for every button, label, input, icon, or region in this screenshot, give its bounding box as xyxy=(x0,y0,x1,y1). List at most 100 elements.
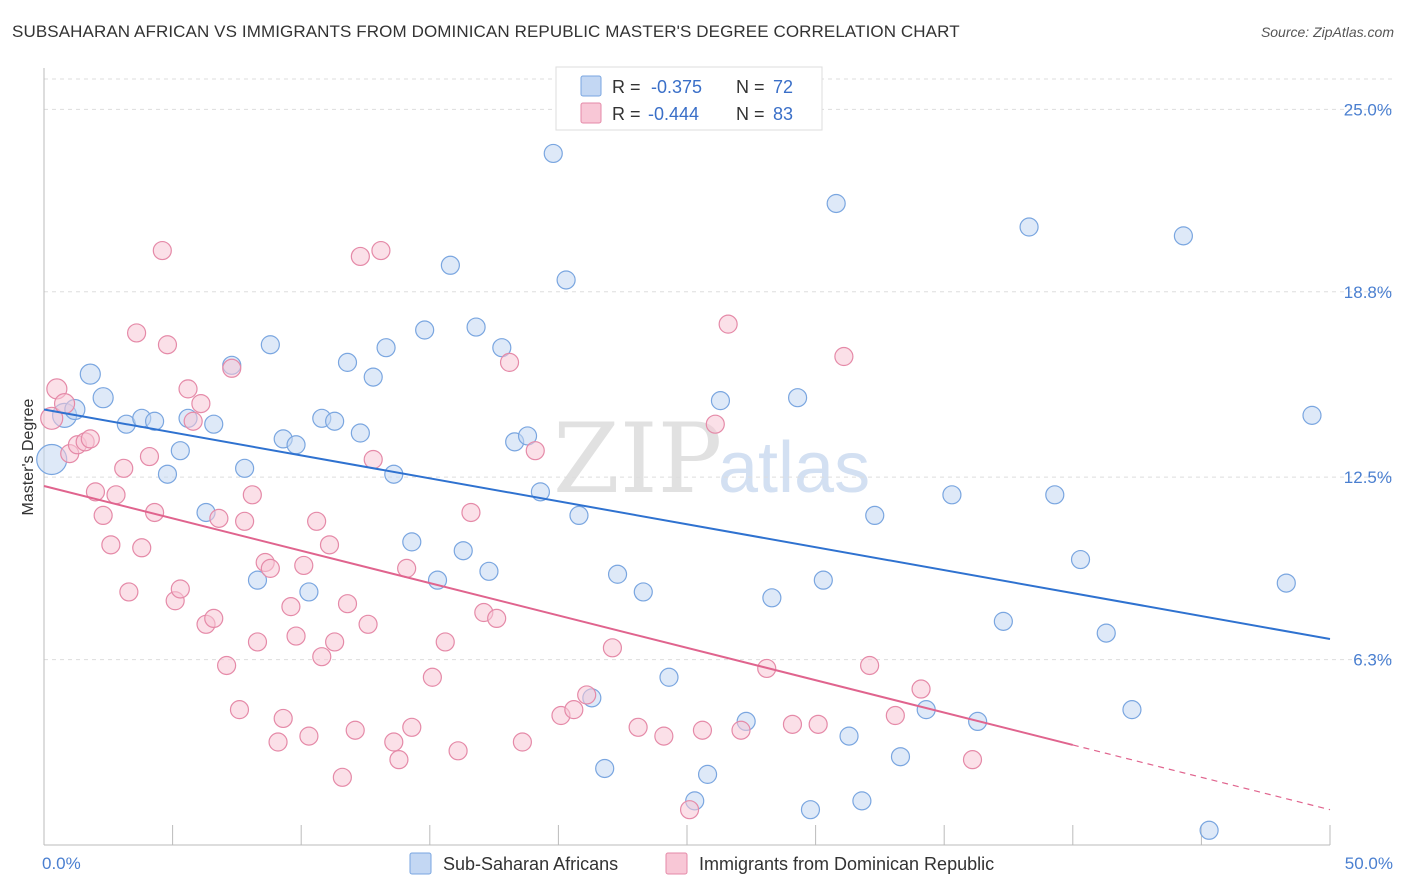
data-point xyxy=(865,505,885,526)
data-point xyxy=(152,240,172,261)
data-point xyxy=(384,732,404,752)
series-legend-swatch-blue xyxy=(409,852,432,875)
trend-line-subsaharan xyxy=(43,408,1331,640)
data-point xyxy=(312,647,332,667)
data-point xyxy=(260,558,280,578)
data-point xyxy=(157,335,178,355)
data-point xyxy=(273,708,293,729)
data-point xyxy=(499,352,520,372)
data-point xyxy=(512,732,532,752)
data-point xyxy=(332,767,352,787)
data-point xyxy=(710,391,731,411)
data-point xyxy=(453,541,473,561)
data-point xyxy=(697,764,718,784)
data-point xyxy=(1199,820,1219,840)
data-point xyxy=(222,358,242,378)
data-point xyxy=(466,317,486,337)
legend-n-label-1: N = xyxy=(736,77,765,97)
data-point xyxy=(247,632,268,652)
x-tick-label: 50.0% xyxy=(1345,854,1393,873)
data-point xyxy=(371,240,391,261)
trend-layer xyxy=(43,408,1331,811)
data-point xyxy=(826,193,846,214)
data-point xyxy=(487,608,507,629)
data-point xyxy=(860,655,880,676)
legend-swatch-blue xyxy=(580,75,602,97)
data-point xyxy=(170,579,190,599)
data-point xyxy=(654,726,674,746)
data-point xyxy=(569,505,589,526)
legend-r-value-1: -0.375 xyxy=(651,77,702,97)
data-point xyxy=(183,411,203,431)
data-point xyxy=(286,435,306,455)
data-point xyxy=(415,320,435,340)
data-point xyxy=(79,363,101,385)
data-point xyxy=(679,800,700,820)
data-point xyxy=(299,582,319,602)
data-point xyxy=(114,458,134,478)
grid-lines xyxy=(44,78,1392,661)
data-point xyxy=(101,535,121,555)
data-point xyxy=(350,423,370,443)
series-legend-label-2: Immigrants from Dominican Republic xyxy=(699,854,994,874)
data-point xyxy=(628,717,648,737)
data-point xyxy=(692,720,713,740)
data-point xyxy=(813,570,833,590)
data-point xyxy=(911,679,931,699)
data-point xyxy=(126,323,147,343)
source-label: Source: ZipAtlas.com xyxy=(1260,24,1394,40)
data-point xyxy=(517,426,538,446)
y-tick-label: 6.3% xyxy=(1353,651,1392,670)
legend-r-label-2: R = xyxy=(612,104,641,124)
data-point xyxy=(389,750,409,770)
legend-n-value-1: 72 xyxy=(773,77,793,97)
data-point xyxy=(268,732,288,752)
data-point xyxy=(890,747,911,767)
data-point xyxy=(286,626,306,646)
data-point xyxy=(556,270,576,290)
data-point xyxy=(705,414,725,434)
data-point xyxy=(157,464,178,484)
data-point xyxy=(204,414,224,434)
data-point xyxy=(384,464,404,484)
data-point xyxy=(492,338,512,358)
data-point xyxy=(1045,485,1065,505)
data-point xyxy=(235,511,255,531)
data-point xyxy=(808,714,828,734)
data-point xyxy=(209,508,229,528)
data-point xyxy=(839,726,859,746)
series-legend-label-1: Sub-Saharan Africans xyxy=(443,854,618,874)
data-point xyxy=(204,608,224,629)
data-point xyxy=(402,717,422,737)
data-point xyxy=(1173,226,1193,246)
data-point xyxy=(132,538,152,558)
data-point xyxy=(607,564,628,584)
data-point xyxy=(325,632,345,652)
data-point xyxy=(170,441,190,461)
data-point xyxy=(337,352,358,372)
data-point xyxy=(191,393,211,414)
data-point xyxy=(564,700,584,720)
data-point xyxy=(139,446,160,467)
y-tick-labels: 25.0% 18.8% 12.5% 6.3% xyxy=(1344,100,1392,669)
data-point xyxy=(1070,549,1091,570)
data-point xyxy=(178,379,198,399)
legend-n-label-2: N = xyxy=(736,104,765,124)
data-point xyxy=(281,597,301,617)
series-layer xyxy=(36,143,1322,840)
chart-title: SUBSAHARAN AFRICAN VS IMMIGRANTS FROM DO… xyxy=(12,22,960,41)
data-point xyxy=(633,582,653,602)
data-point xyxy=(376,338,396,358)
trend-line-dominican xyxy=(43,485,1074,746)
x-tick-label: 0.0% xyxy=(42,854,81,873)
data-point xyxy=(319,535,340,555)
data-point xyxy=(1302,405,1322,425)
series-legend: Sub-Saharan Africans Immigrants from Dom… xyxy=(409,852,994,875)
data-point xyxy=(337,594,358,614)
data-point xyxy=(962,750,983,770)
data-point xyxy=(834,346,854,367)
watermark-zip: ZIP xyxy=(553,403,722,515)
y-tick-label: 12.5% xyxy=(1344,468,1392,487)
data-point xyxy=(1096,623,1116,643)
data-point xyxy=(787,388,808,408)
